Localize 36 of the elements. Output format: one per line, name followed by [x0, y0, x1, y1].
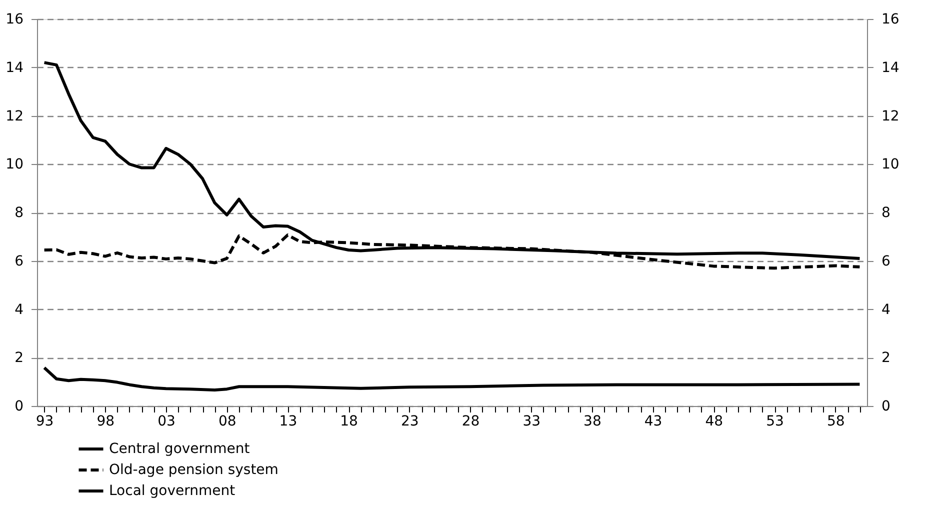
legend-label: Central government	[109, 441, 250, 457]
legend-label: Old-age pension system	[109, 462, 278, 478]
y-tick-label: 10	[6, 156, 24, 173]
x-tick-label: 98	[96, 414, 115, 430]
y2-tick-label: 4	[882, 302, 890, 318]
y2-tick-label: 0	[882, 398, 890, 414]
y2-tick-label: 8	[882, 205, 890, 221]
y-tick-label: 14	[6, 60, 24, 76]
x-tick-label: 93	[36, 414, 54, 430]
x-tick-label: 38	[584, 414, 602, 430]
x-tick-label: 48	[705, 414, 724, 430]
x-tick-label: 58	[826, 414, 845, 430]
x-tick-label: 43	[644, 414, 662, 430]
y2-tick-label: 10	[882, 156, 900, 173]
legend-label: Local government	[109, 483, 236, 499]
x-tick-label: 03	[158, 414, 176, 430]
y2-tick-label: 16	[882, 12, 900, 28]
y-tick-label: 16	[6, 12, 24, 28]
y2-tick-label: 2	[882, 350, 890, 366]
x-tick-label: 53	[766, 414, 784, 430]
y-tick-label: 6	[14, 253, 24, 270]
x-tick-label: 33	[522, 414, 541, 430]
x-tick-label: 13	[279, 414, 298, 430]
x-tick-label: 18	[340, 414, 358, 430]
x-tick-label: 28	[462, 414, 480, 430]
y2-tick-label: 6	[882, 253, 890, 270]
y2-tick-label: 14	[882, 60, 900, 76]
y-tick-label: 12	[6, 108, 24, 124]
line-series	[42, 366, 862, 392]
y-tick-label: 2	[14, 350, 24, 366]
y-tick-label: 0	[14, 398, 24, 414]
x-tick-label: 08	[218, 414, 236, 430]
y2-tick-label: 12	[882, 108, 900, 124]
x-tick-label: 23	[400, 414, 419, 430]
y-tick-label: 8	[14, 205, 24, 221]
y-tick-label: 4	[14, 302, 24, 318]
